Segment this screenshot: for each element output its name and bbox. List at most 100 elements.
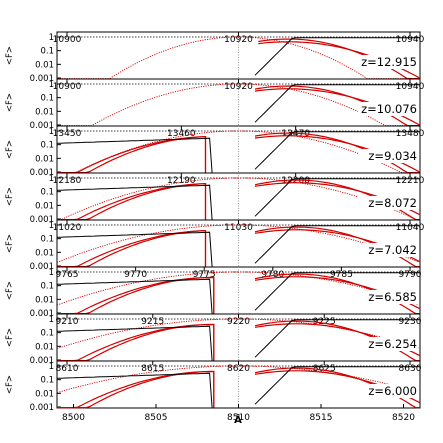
panel-2: 1 0.1 0.01 0.001 <F> 10900 10920 10940 z=10.076 <box>5 78 425 131</box>
z-label: z=6.254 <box>368 337 417 351</box>
z-label: z=7.042 <box>368 243 417 257</box>
y-tick-label: 0.1 <box>40 376 54 386</box>
flux-curve-left <box>57 276 215 315</box>
z-label-bg <box>358 290 418 304</box>
bottom-tick-label: 8505 <box>145 413 168 423</box>
y-tick-label: 1 <box>49 33 54 43</box>
y-tick-label: 0.01 <box>35 154 54 164</box>
y-tick-label: 0.001 <box>30 215 54 225</box>
x-axis-title: Å <box>234 413 242 426</box>
top-tick-label: 9220 <box>227 317 250 327</box>
z-label-bg <box>358 55 418 69</box>
y-axis-title: <F> <box>5 281 15 300</box>
bottom-tick-label: 8520 <box>392 413 415 423</box>
flux-curve-left <box>57 229 207 268</box>
top-tick-label: 10940 <box>396 82 425 92</box>
y-tick-label: 0.1 <box>40 47 54 57</box>
y-tick-label: 0.001 <box>30 356 54 366</box>
flux-curve-left <box>57 370 215 409</box>
y-tick-label: 0.1 <box>40 94 54 104</box>
model-curve-left <box>56 231 213 267</box>
model-curve-left <box>56 184 213 220</box>
top-tick-label: 11040 <box>396 223 425 233</box>
z-label-bg <box>358 384 418 398</box>
y-tick-label: 0.01 <box>35 248 54 258</box>
y-tick-label: 1 <box>49 268 54 278</box>
z-label-bg <box>358 149 418 163</box>
panels-group: 1 0.1 0.01 0.001 <F> 10900 10920 10940 z=12.915 1… <box>5 31 425 413</box>
top-tick-label: 12190 <box>167 176 196 186</box>
top-tick-label: 9225 <box>313 317 336 327</box>
panel-7: 1 0.1 0.01 0.001 <F> 9210 9215 9220 9225 9230 z=6.… <box>5 313 422 366</box>
top-tick-label: 10920 <box>224 35 253 45</box>
panel-8: 1 0.1 0.01 0.001 <F> 8610 8615 8620 8625 8630 z=6.… <box>5 360 422 413</box>
y-tick-label: 0.1 <box>40 188 54 198</box>
flux-curve-left <box>57 370 215 409</box>
y-tick-label: 0.001 <box>30 74 54 84</box>
top-tick-label: 8630 <box>399 364 422 374</box>
y-tick-label: 1 <box>49 127 54 137</box>
model-curve-right <box>254 178 420 217</box>
flux-curve-left <box>57 276 215 315</box>
bottom-tick-label: 8510 <box>227 413 250 423</box>
flux-curve-left <box>57 182 207 221</box>
top-tick-label: 8615 <box>141 364 164 374</box>
top-tick-label: 13460 <box>167 129 196 139</box>
envelope-curve <box>56 224 419 264</box>
flux-curve-left <box>57 323 215 362</box>
flux-curve-left <box>57 135 207 174</box>
y-tick-label: 1 <box>49 80 54 90</box>
y-tick-label: 0.001 <box>30 262 54 272</box>
model-curve-right <box>254 84 420 123</box>
model-curve-left <box>56 372 213 408</box>
model-curve-right <box>254 272 420 311</box>
top-tick-label: 10900 <box>53 82 82 92</box>
y-tick-label: 0.1 <box>40 282 54 292</box>
y-tick-label: 1 <box>49 315 54 325</box>
top-tick-label: 8625 <box>313 364 336 374</box>
y-tick-label: 0.01 <box>35 342 54 352</box>
model-curve-right <box>254 225 420 264</box>
y-tick-label: 0.01 <box>35 201 54 211</box>
top-tick-label: 13470 <box>281 129 310 139</box>
panel-4: 1 0.1 0.01 0.001 <F> 12180 12190 12200 12210 z=8.… <box>5 172 425 225</box>
top-tick-label: 9230 <box>399 317 422 327</box>
z-label-bg <box>358 243 418 257</box>
flux-curve-right <box>254 132 420 174</box>
top-tick-label: 11030 <box>224 223 253 233</box>
model-curve-left <box>56 278 213 314</box>
y-tick-label: 0.1 <box>40 141 54 151</box>
top-tick-label: 13480 <box>396 129 425 139</box>
top-tick-label: 11020 <box>53 223 82 233</box>
flux-curve-right <box>258 38 420 80</box>
z-label: z=9.034 <box>368 149 417 163</box>
top-tick-label: 9765 <box>56 270 79 280</box>
y-axis-title: <F> <box>5 234 15 253</box>
top-tick-label: 10900 <box>53 35 82 45</box>
flux-curve-left <box>57 182 207 221</box>
model-curve-left <box>56 137 213 173</box>
z-label: z=12.915 <box>361 55 417 69</box>
model-curve-right <box>254 319 420 358</box>
top-tick-label: 8610 <box>56 364 79 374</box>
y-tick-label: 0.01 <box>35 295 54 305</box>
model-curve-right <box>254 131 420 170</box>
bottom-axis: 8500 8505 8510 8515 8520 <box>62 404 415 423</box>
y-tick-label: 1 <box>49 221 54 231</box>
model-curve-right <box>254 366 420 405</box>
top-tick-label: 9215 <box>141 317 164 327</box>
panel-6: 10.10.010.001<F>9765 9770 9775 9780 9785 9790… <box>5 266 422 319</box>
panel-1: 1 0.1 0.01 0.001 <F> 10900 10920 10940 z=12.915 <box>5 31 425 84</box>
y-axis-title: <F> <box>5 187 15 206</box>
flux-curve-right <box>254 85 420 127</box>
z-label: z=6.000 <box>368 384 417 398</box>
y-tick-label: 1 <box>49 362 54 372</box>
z-label-bg <box>358 196 418 210</box>
bottom-tick-label: 8515 <box>310 413 333 423</box>
top-tick-label: 9210 <box>56 317 79 327</box>
y-axis-title: <F> <box>5 93 15 112</box>
top-tick-label: 12210 <box>396 176 425 186</box>
envelope-curve <box>56 271 419 306</box>
top-tick-label: 10920 <box>224 82 253 92</box>
